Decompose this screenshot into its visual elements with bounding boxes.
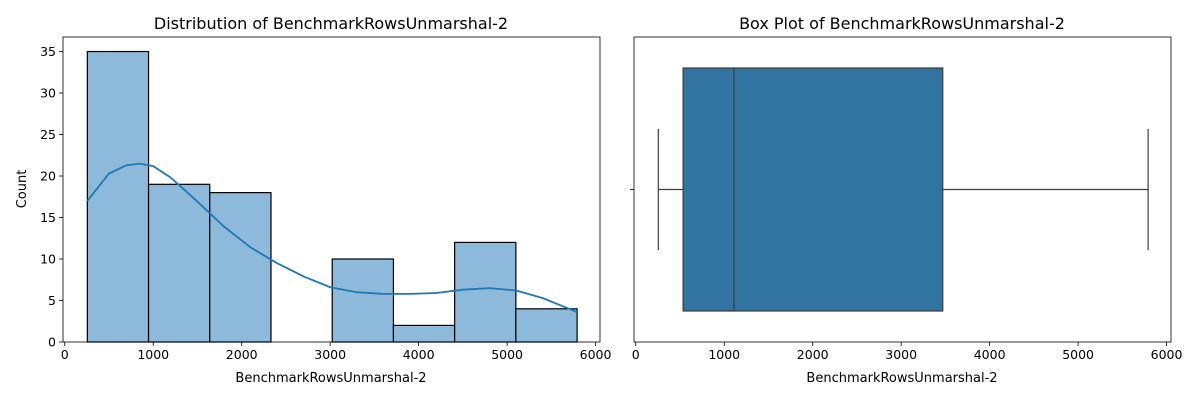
- y-tick-label: 0: [48, 335, 56, 350]
- x-tick-label: 2000: [797, 347, 829, 362]
- boxplot-title: Box Plot of BenchmarkRowsUnmarshal-2: [739, 14, 1065, 33]
- y-tick-label: 25: [40, 127, 56, 142]
- histogram-bar: [209, 192, 272, 343]
- histogram-bar: [331, 258, 395, 343]
- histogram-title: Distribution of BenchmarkRowsUnmarshal-2: [154, 14, 508, 33]
- x-tick-label: 4000: [403, 347, 435, 362]
- x-tick-label: 3000: [885, 347, 917, 362]
- histogram-chart: Distribution of BenchmarkRowsUnmarshal-2…: [15, 14, 612, 386]
- histogram-bar: [86, 50, 150, 343]
- x-tick-label: 3000: [314, 347, 346, 362]
- iqr-box: [682, 67, 944, 312]
- y-tick-label: 10: [40, 252, 56, 267]
- y-tick-label: 35: [40, 44, 56, 59]
- histogram-bar: [515, 308, 578, 343]
- x-tick-label: 6000: [1151, 347, 1183, 362]
- x-tick-label: 5000: [1062, 347, 1094, 362]
- x-tick-label: 6000: [580, 347, 612, 362]
- boxplot-marks: [657, 67, 1149, 312]
- histogram-bar: [454, 241, 517, 343]
- histogram-x-axis-label: BenchmarkRowsUnmarshal-2: [235, 371, 426, 386]
- x-tick-label: 4000: [974, 347, 1006, 362]
- histogram-y-ticks: 0 5 10 15 20 25 30 35: [40, 44, 63, 350]
- histogram-bar: [147, 183, 211, 343]
- boxplot-x-ticks: 0 1000 2000 3000 4000 5000 6000: [632, 342, 1183, 362]
- x-tick-label: 1000: [137, 347, 169, 362]
- y-tick-label: 30: [40, 86, 56, 101]
- x-tick-label: 0: [61, 347, 69, 362]
- histogram-y-axis-label: Count: [15, 170, 30, 209]
- boxplot-x-axis-label: BenchmarkRowsUnmarshal-2: [806, 371, 997, 386]
- histogram-bars: [86, 50, 578, 343]
- x-tick-label: 1000: [708, 347, 740, 362]
- x-tick-label: 0: [632, 347, 640, 362]
- histogram-axes-frame: [62, 36, 601, 343]
- y-tick-label: 5: [48, 293, 56, 308]
- y-tick-label: 15: [40, 210, 56, 225]
- x-tick-label: 2000: [226, 347, 258, 362]
- kde-curve: [86, 162, 578, 313]
- histogram-bar: [392, 324, 456, 343]
- y-tick-label: 20: [40, 169, 56, 184]
- x-tick-label: 5000: [491, 347, 523, 362]
- boxplot-chart: Box Plot of BenchmarkRowsUnmarshal-2 0 10…: [630, 14, 1183, 386]
- histogram-x-ticks: 0 1000 2000 3000 4000 5000 6000: [61, 342, 612, 362]
